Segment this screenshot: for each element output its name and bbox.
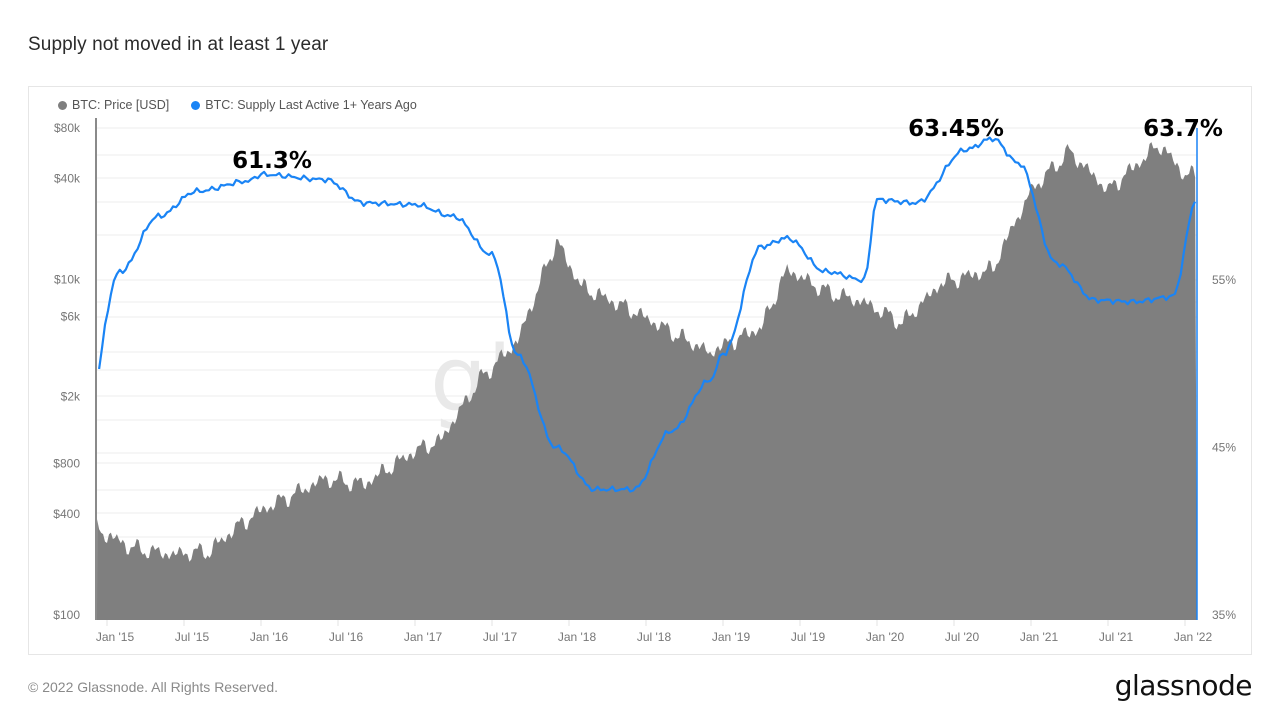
price-area-series	[97, 142, 1197, 620]
glassnode-logo[interactable]: glassnode	[1114, 669, 1253, 702]
x-tick-label: Jul '21	[1099, 630, 1134, 644]
x-tick-label: Jan '18	[558, 630, 597, 644]
annotations: 61.3% 63.45% 63.7%	[232, 116, 1223, 174]
legend-label-price: BTC: Price [USD]	[72, 98, 170, 112]
x-tick-label: Jan '22	[1174, 630, 1213, 644]
right-tick-label: 45%	[1212, 441, 1236, 455]
left-tick-label: $40k	[54, 171, 81, 185]
x-tick-label: Jan '15	[96, 630, 135, 644]
left-tick-label: $100	[53, 608, 80, 622]
page-title: Supply not moved in at least 1 year	[28, 34, 329, 55]
legend-label-supply: BTC: Supply Last Active 1+ Years Ago	[205, 98, 417, 112]
left-tick-label: $2k	[61, 390, 81, 404]
supply-legend-dot-icon	[191, 100, 201, 110]
left-tick-label: $80k	[54, 121, 81, 135]
price-legend-dot-icon	[58, 100, 67, 110]
legend-item-supply[interactable]: BTC: Supply Last Active 1+ Years Ago	[191, 98, 417, 112]
x-tick-label: Jul '17	[483, 630, 518, 644]
x-tick-label: Jan '19	[712, 630, 751, 644]
x-tick-label: Jan '16	[250, 630, 289, 644]
x-tick-label: Jul '15	[175, 630, 210, 644]
chart-legend: BTC: Price [USD] BTC: Supply Last Active…	[58, 98, 417, 112]
left-tick-label: $800	[53, 457, 80, 471]
peak-annotation: 63.45%	[908, 116, 1004, 142]
legend-item-price[interactable]: BTC: Price [USD]	[58, 98, 169, 112]
left-axis-labels: $80k $40k $10k $6k $2k $800 $400 $100	[53, 121, 81, 622]
left-tick-label: $6k	[61, 310, 81, 324]
left-tick-label: $10k	[54, 272, 81, 286]
copyright-text: © 2022 Glassnode. All Rights Reserved.	[28, 679, 279, 695]
right-axis-labels: 55% 45% 35%	[1212, 273, 1236, 622]
right-tick-label: 55%	[1212, 273, 1236, 287]
x-tick-label: Jan '20	[866, 630, 905, 644]
x-tick-label: Jul '20	[945, 630, 980, 644]
x-axis-labels: Jan '15 Jul '15 Jan '16 Jul '16 Jan '17 Jul '…	[96, 620, 1213, 644]
peak-annotation: 61.3%	[232, 148, 312, 174]
x-tick-label: Jan '17	[404, 630, 443, 644]
left-tick-label: $400	[53, 507, 80, 521]
peak-annotation: 63.7%	[1143, 116, 1223, 142]
x-tick-label: Jul '16	[329, 630, 364, 644]
x-tick-label: Jul '19	[791, 630, 826, 644]
x-tick-label: Jan '21	[1020, 630, 1059, 644]
x-tick-label: Jul '18	[637, 630, 672, 644]
supply-line-series	[98, 136, 1197, 493]
right-tick-label: 35%	[1212, 608, 1236, 622]
